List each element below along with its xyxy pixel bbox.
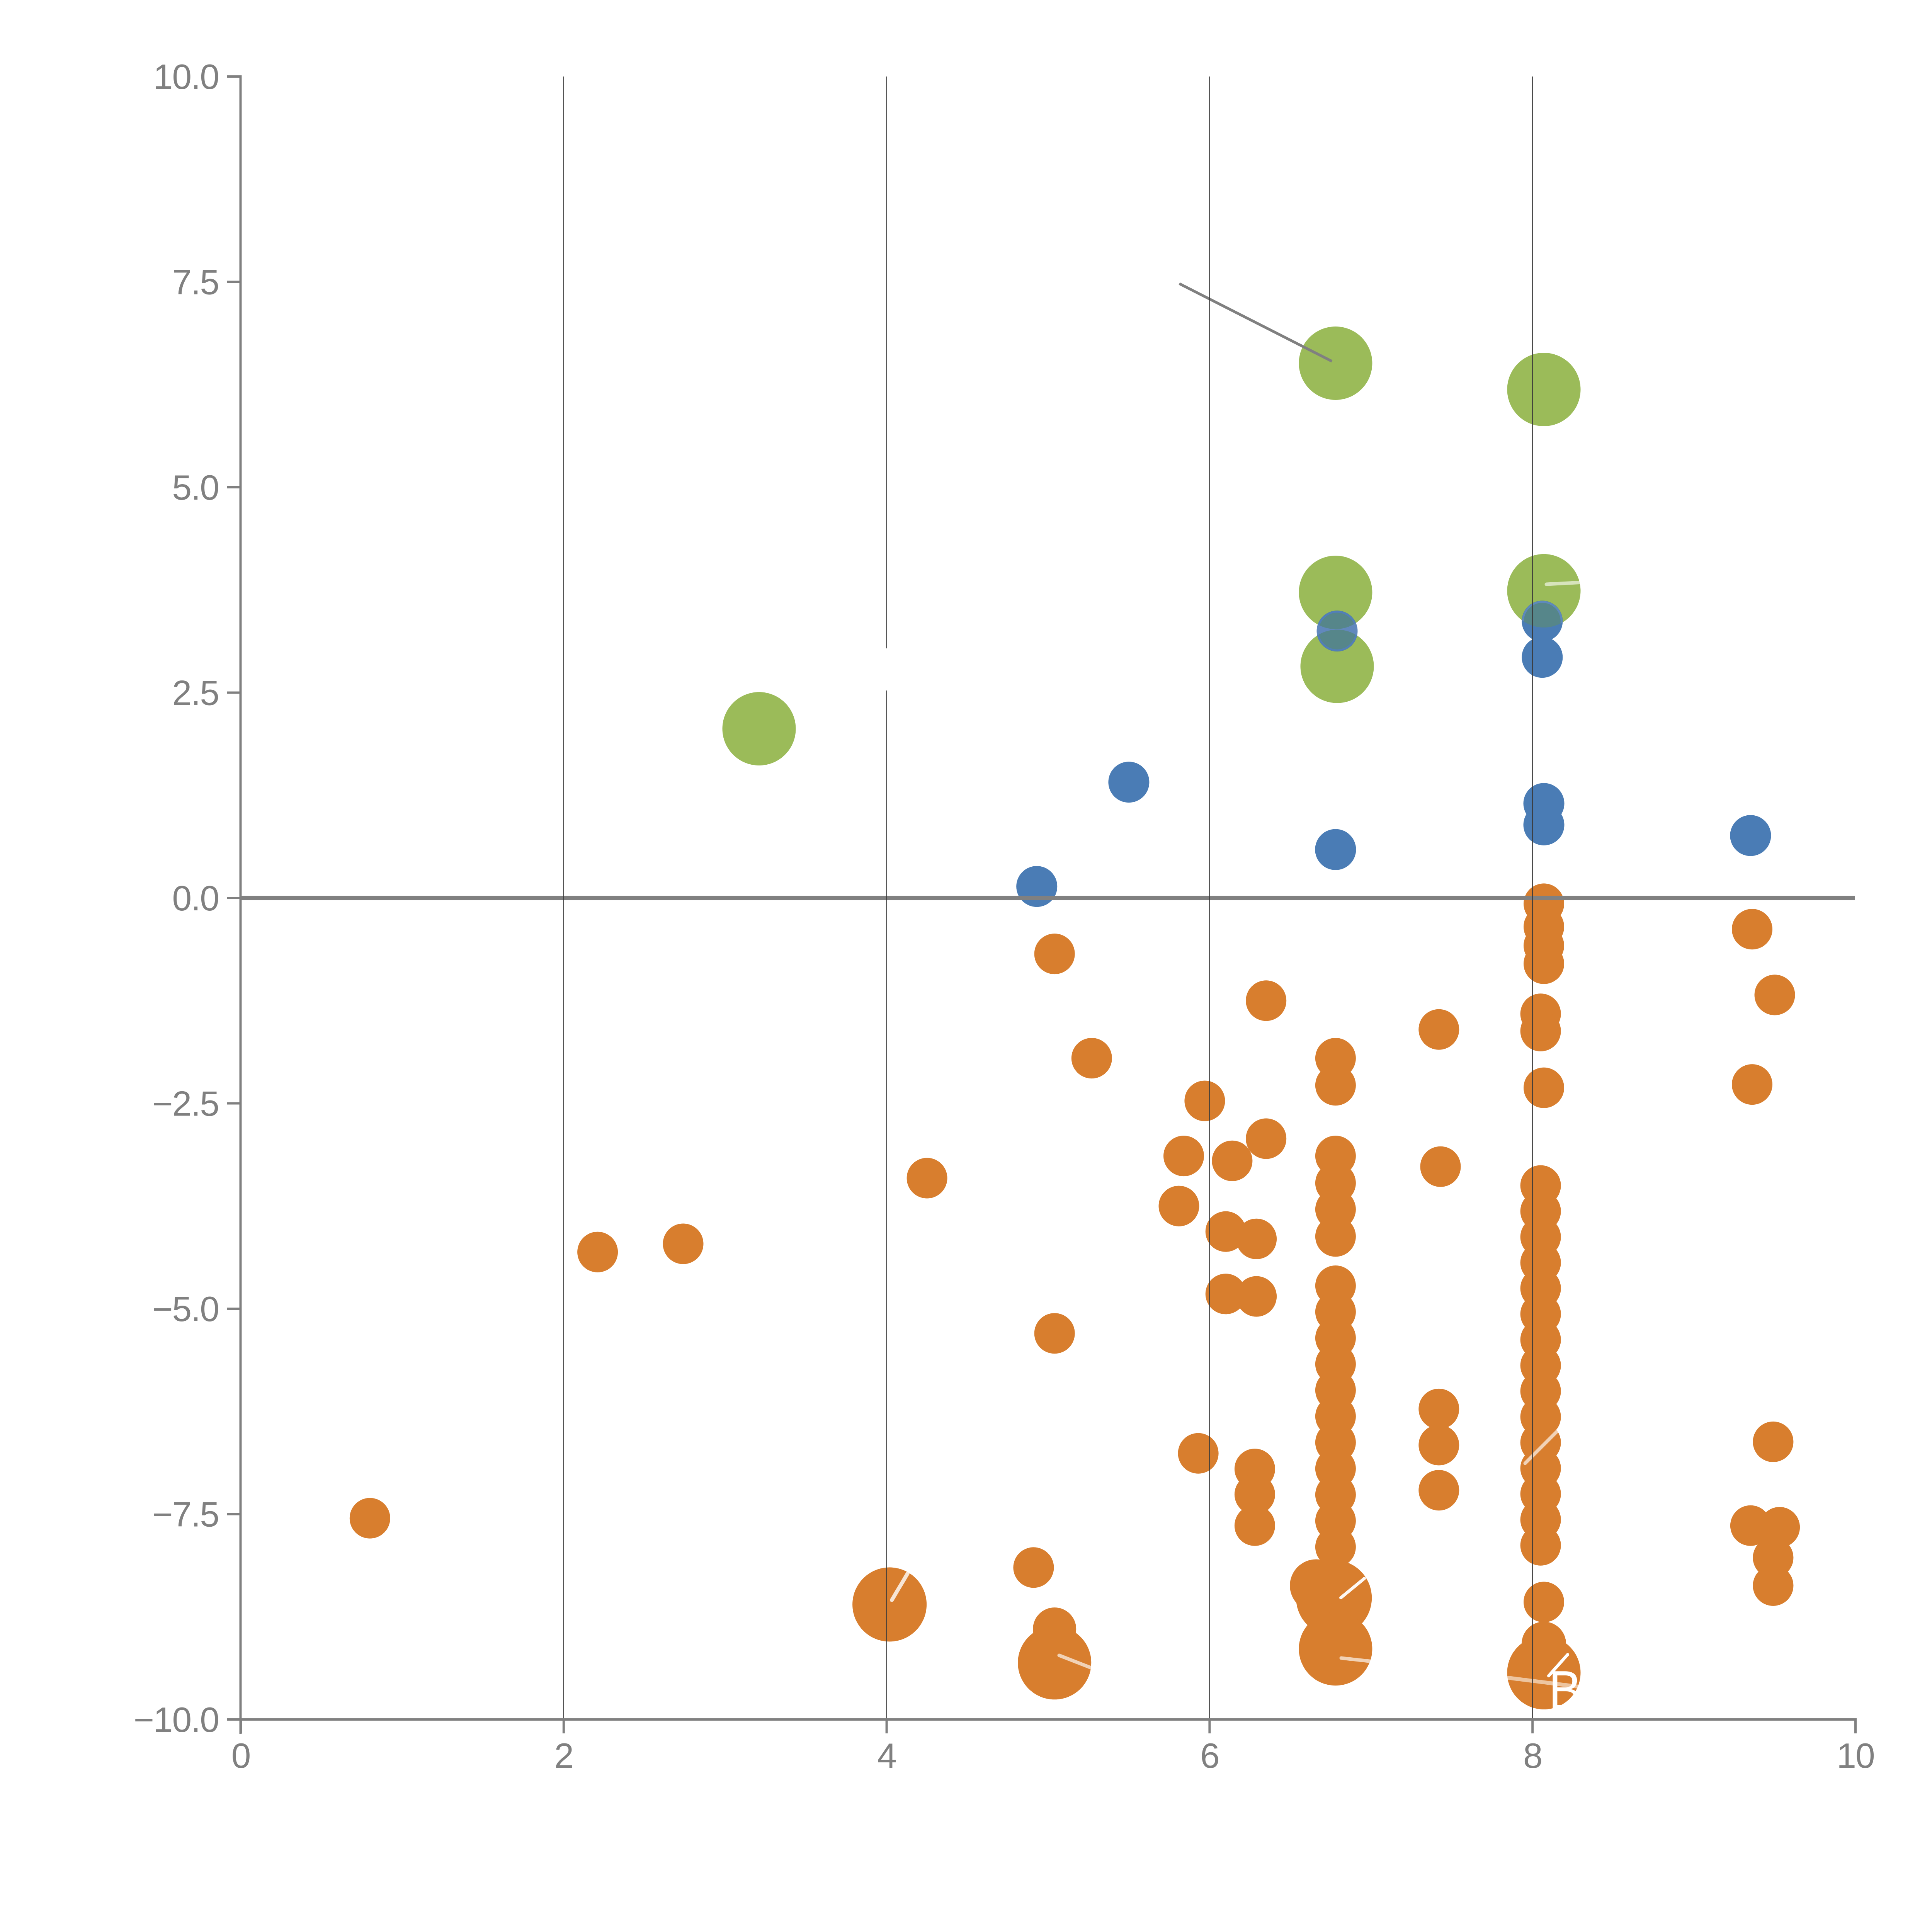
svg-text:10.0: 10.0 (153, 58, 219, 97)
svg-text:5.0: 5.0 (172, 468, 219, 507)
svg-text:2: 2 (554, 1736, 573, 1776)
svg-text:−10.0: −10.0 (134, 1701, 219, 1740)
svg-text:2.5: 2.5 (172, 674, 219, 713)
svg-text:0.0: 0.0 (172, 879, 219, 918)
svg-text:0: 0 (231, 1736, 250, 1776)
svg-text:7.5: 7.5 (172, 263, 219, 302)
svg-text:−7.5: −7.5 (152, 1495, 219, 1534)
svg-text:10: 10 (1837, 1736, 1874, 1776)
svg-text:8: 8 (1523, 1736, 1542, 1776)
svg-text:−2.5: −2.5 (152, 1085, 219, 1124)
svg-text:B: B (1549, 1660, 1582, 1721)
svg-text:4: 4 (877, 1736, 896, 1776)
svg-text:−5.0: −5.0 (152, 1290, 219, 1329)
svg-text:6: 6 (1200, 1736, 1219, 1776)
